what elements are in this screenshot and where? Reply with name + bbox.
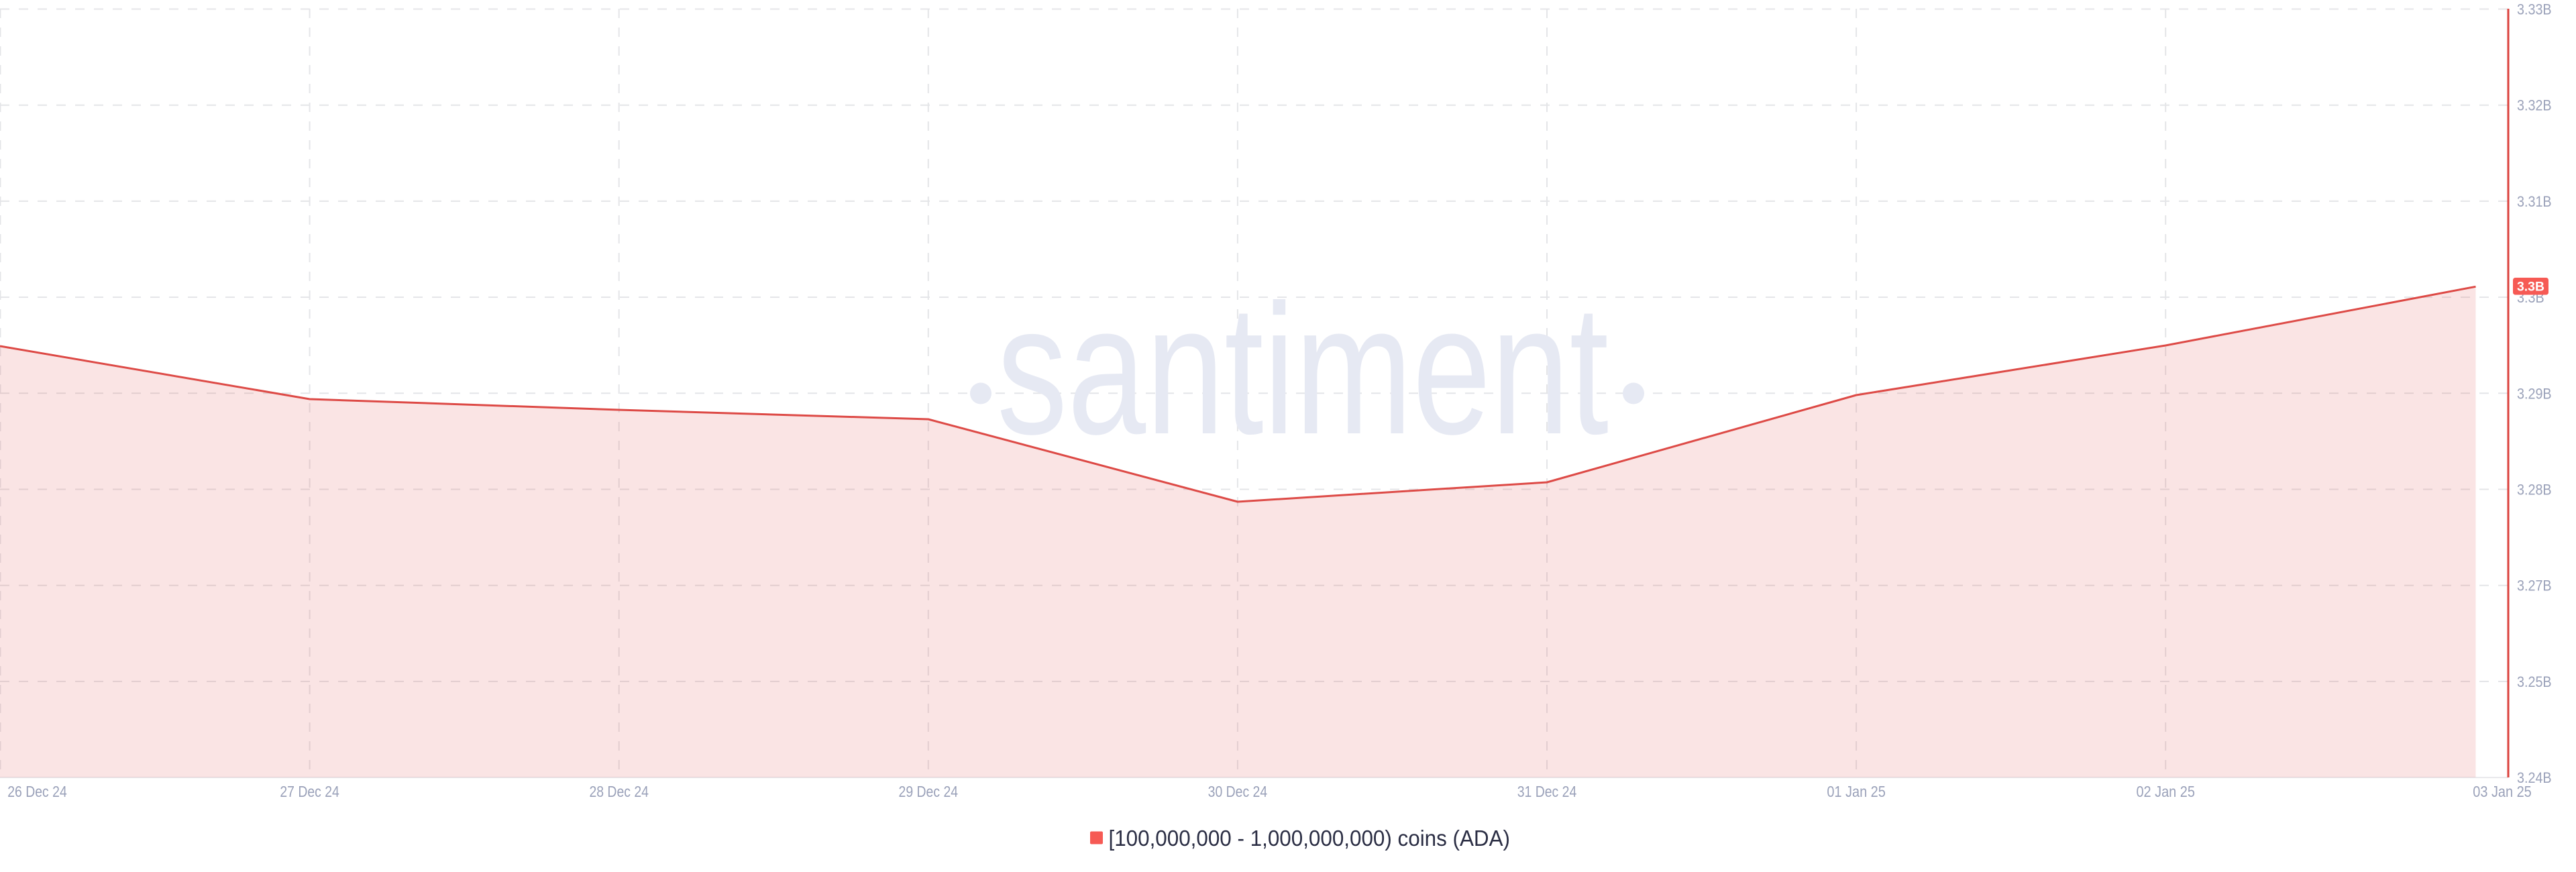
svg-text:26 Dec 24: 26 Dec 24 — [7, 783, 67, 800]
svg-text:3.31B: 3.31B — [2517, 193, 2552, 210]
svg-text:santiment: santiment — [997, 266, 1609, 473]
svg-text:3.29B: 3.29B — [2517, 385, 2552, 402]
svg-text:3.32B: 3.32B — [2517, 97, 2552, 114]
svg-text:30 Dec 24: 30 Dec 24 — [1208, 783, 1268, 800]
svg-text:3.27B: 3.27B — [2517, 578, 2552, 594]
svg-text:3.28B: 3.28B — [2517, 482, 2552, 498]
svg-text:3.33B: 3.33B — [2517, 1, 2552, 18]
svg-text:3.25B: 3.25B — [2517, 673, 2552, 690]
svg-text:28 Dec 24: 28 Dec 24 — [589, 783, 649, 800]
svg-text:3.24B: 3.24B — [2517, 769, 2552, 786]
svg-text:31 Dec 24: 31 Dec 24 — [1517, 783, 1577, 800]
svg-text:03 Jan 25: 03 Jan 25 — [2473, 783, 2532, 800]
svg-text:01 Jan 25: 01 Jan 25 — [1827, 783, 1886, 800]
svg-text:3.3B: 3.3B — [2517, 280, 2544, 294]
svg-text:27 Dec 24: 27 Dec 24 — [280, 783, 339, 800]
svg-text:[100,000,000 - 1,000,000,000): [100,000,000 - 1,000,000,000) coins (ADA… — [1109, 826, 1511, 851]
svg-text:02 Jan 25: 02 Jan 25 — [2136, 783, 2195, 800]
svg-text:29 Dec 24: 29 Dec 24 — [899, 783, 959, 800]
